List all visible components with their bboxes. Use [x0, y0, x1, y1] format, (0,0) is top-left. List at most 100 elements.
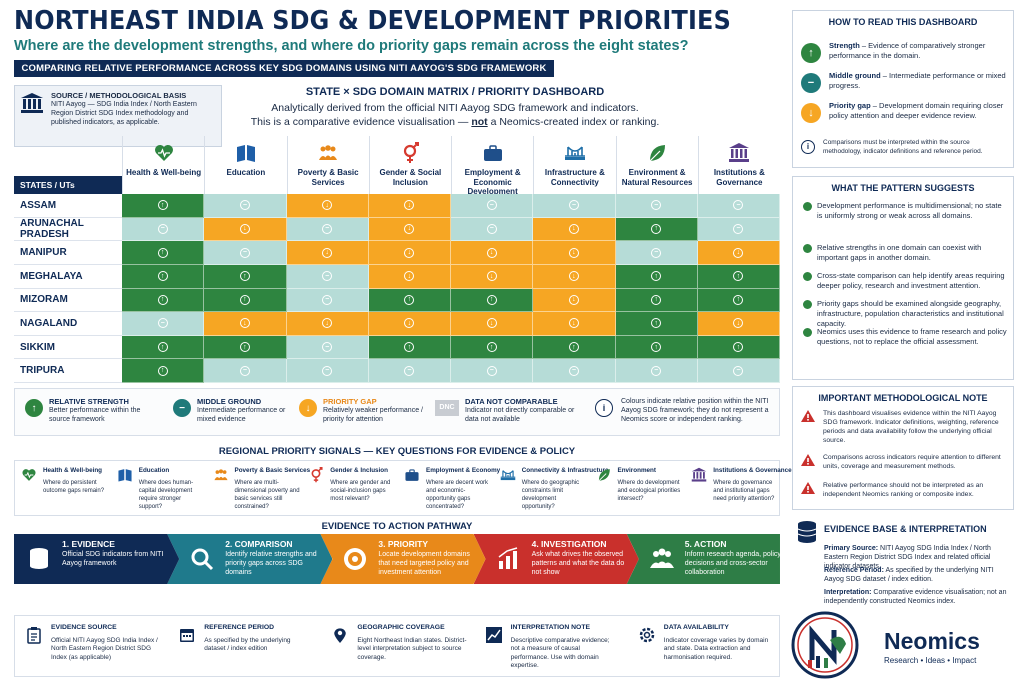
footer-body: Eight Northeast Indian states. District-…	[357, 636, 467, 661]
matrix-cell: −	[533, 359, 616, 383]
arrow-up-icon: ↑	[157, 365, 168, 376]
matrix-cell: ↓	[533, 217, 616, 242]
matrix-cell: ↑	[451, 335, 534, 360]
matrix-cell: −	[286, 335, 369, 360]
arrow-up-icon: ↑	[733, 342, 744, 353]
method-body: NITI Aayog — SDG India Index / North Eas…	[51, 101, 197, 126]
matrix-cell: ↓	[368, 312, 451, 336]
arrow-up-icon: ↑	[157, 342, 168, 353]
footer-item: DATA AVAILABILITY Indicator coverage vari…	[664, 624, 773, 662]
matrix-cell: ↑	[451, 288, 534, 313]
info-icon: i	[595, 399, 613, 417]
matrix-cell: ↓	[204, 217, 287, 242]
signal-title: Education	[138, 467, 170, 474]
domain-header: Poverty & Basic Services	[286, 136, 369, 194]
minus-icon: −	[486, 223, 497, 234]
legend-note: Colours indicate relative position withi…	[621, 398, 769, 423]
matrix-cell: ↑	[533, 335, 616, 360]
leaf-icon	[596, 467, 612, 483]
gear-icon	[639, 627, 655, 643]
step-body: Ask what drives the observed patterns an…	[531, 551, 625, 576]
people-icon	[649, 546, 675, 572]
minus-icon: −	[322, 342, 333, 353]
signal-item: Gender & Inclusion Where are gender and s…	[308, 467, 396, 503]
arrow-down-icon: ↓	[486, 271, 497, 282]
method-note-title: IMPORTANT METHODOLOGICAL NOTE	[818, 393, 988, 403]
warning-icon	[801, 454, 815, 466]
matrix-cell: −	[204, 194, 287, 218]
arrow-down-icon: ↓	[801, 103, 821, 123]
minus-icon: −	[733, 200, 744, 211]
arrow-up-icon: ↑	[157, 271, 168, 282]
signal-item: Environment Where do development and ecol…	[596, 467, 684, 503]
arrow-up-icon: ↑	[239, 342, 250, 353]
neomics-logo-icon	[791, 611, 859, 679]
matrix-cell: ↑	[204, 288, 287, 313]
arrow-up-icon: ↑	[651, 318, 662, 329]
minus-icon: −	[322, 365, 333, 376]
info-icon: i	[801, 140, 815, 154]
state-label: MEGHALAYA	[14, 264, 122, 289]
matrix-cell: ↑	[615, 217, 698, 242]
footer-title: REFERENCE PERIOD	[204, 624, 275, 631]
arrow-up-icon: ↑	[651, 223, 662, 234]
how-to-read-panel: HOW TO READ THIS DASHBOARD ↑ Strength – …	[792, 10, 1014, 168]
matrix-cell: ↓	[368, 194, 451, 218]
matrix-cell: ↓	[451, 241, 534, 265]
signal-item: Poverty & Basic Services Where are multi-…	[213, 467, 311, 511]
matrix-cell: ↑	[697, 264, 780, 289]
state-label: MANIPUR	[14, 241, 122, 265]
institution-icon	[727, 142, 751, 164]
evidence-reference: Reference Period: As specified by the un…	[824, 567, 994, 583]
matrix-cell: −	[615, 241, 698, 265]
pattern-bullet: Relative strengths in one domain can coe…	[803, 243, 1007, 263]
step-title: 4. INVESTIGATION	[531, 539, 607, 549]
step-title: 1. EVIDENCE	[62, 539, 115, 549]
dnc-badge: DNC	[435, 400, 459, 416]
signal-title: Gender & Inclusion	[330, 467, 388, 474]
matrix-cell: ↑	[204, 335, 287, 360]
institution-icon	[691, 467, 707, 483]
evidence-title: EVIDENCE BASE & INTERPRETATION	[824, 524, 987, 534]
minus-icon: −	[486, 365, 497, 376]
matrix-cell: ↑	[615, 264, 698, 289]
briefcase-icon	[481, 142, 505, 164]
leaf-icon	[645, 142, 669, 164]
pattern-title: WHAT THE PATTERN SUGGESTS	[831, 183, 975, 193]
arrow-up-icon: ↑	[486, 342, 497, 353]
matrix-cell: ↓	[697, 241, 780, 265]
method-note-item: Relative performance should not be inter…	[801, 481, 1007, 499]
arrow-down-icon: ↓	[733, 247, 744, 258]
matrix-cell: ↑	[204, 264, 287, 289]
matrix-cell: ↑	[697, 288, 780, 313]
matrix-cell: ↑	[122, 241, 205, 265]
how-note: i Comparisons must be interpreted within…	[801, 139, 1007, 156]
matrix-cell: −	[697, 194, 780, 218]
minus-icon: −	[651, 247, 662, 258]
matrix-cell: −	[533, 194, 616, 218]
arrow-down-icon: ↓	[322, 247, 333, 258]
arrow-up-icon: ↑	[157, 294, 168, 305]
signal-title: Poverty & Basic Services	[234, 467, 311, 474]
matrix-cell: ↑	[615, 288, 698, 313]
arrow-down-icon: ↓	[404, 247, 415, 258]
search-icon	[189, 546, 215, 572]
heart-pulse-icon	[152, 142, 176, 164]
step-body: Identify relative strengths and priority…	[225, 551, 317, 576]
step-title: 3. PRIORITY	[378, 539, 428, 549]
pathway-step: 4. INVESTIGATION Ask what drives the obse…	[474, 534, 639, 584]
matrix-cell: −	[615, 194, 698, 218]
signals-panel: Health & Well-being Where do persistent o…	[14, 460, 792, 516]
matrix-cell: ↑	[122, 359, 205, 383]
state-label: SIKKIM	[14, 335, 122, 360]
footer-title: EVIDENCE SOURCE	[51, 624, 117, 631]
minus-icon: −	[733, 365, 744, 376]
matrix-cell: ↓	[533, 312, 616, 336]
matrix-cell: ↓	[451, 312, 534, 336]
signal-body: Where are multi-dimensional poverty and …	[234, 480, 300, 510]
page-subtitle: Where are the development strengths, and…	[14, 38, 689, 54]
matrix-cell: ↑	[697, 335, 780, 360]
pattern-bullet: Cross-state comparison can help identify…	[803, 271, 1007, 291]
signal-body: Where are decent work and economic-oppor…	[426, 480, 489, 510]
arrow-down-icon: ↓	[404, 200, 415, 211]
